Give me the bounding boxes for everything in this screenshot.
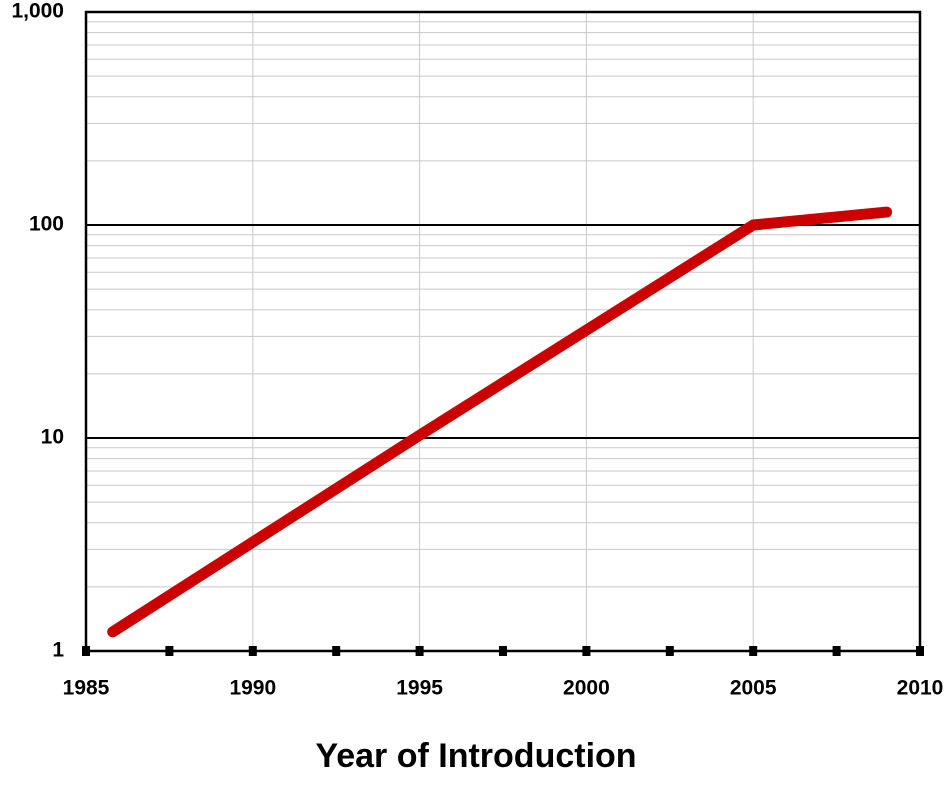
x-minor-tick-mark: [332, 646, 341, 656]
x-tick-mark: [582, 646, 591, 656]
x-tick-label: 2005: [730, 677, 777, 700]
x-tick-label: 1995: [396, 677, 443, 700]
x-minor-tick-mark: [165, 646, 174, 656]
x-tick-mark: [749, 646, 758, 656]
x-tick-mark: [916, 646, 924, 656]
y-tick-label: 10: [41, 426, 64, 449]
x-tick-label: 2000: [563, 677, 610, 700]
x-tick-mark: [415, 646, 424, 656]
x-minor-tick-mark: [499, 646, 507, 656]
x-minor-tick-mark: [832, 646, 841, 656]
y-tick-label: 1: [52, 639, 64, 662]
data-line: [107, 206, 893, 638]
y-tick-label: 100: [29, 213, 64, 236]
x-minor-tick-mark: [665, 646, 674, 656]
y-tick-label: 1,000: [11, 0, 64, 23]
x-axis-label: Year of Introduction: [315, 737, 636, 775]
x-tick-mark: [248, 646, 257, 656]
plot-frame: [84, 10, 922, 653]
x-tick-mark: [82, 646, 90, 656]
x-tick-label: 2010: [897, 677, 944, 700]
x-tick-label: 1990: [229, 677, 276, 700]
x-tick-label: 1985: [63, 677, 110, 700]
